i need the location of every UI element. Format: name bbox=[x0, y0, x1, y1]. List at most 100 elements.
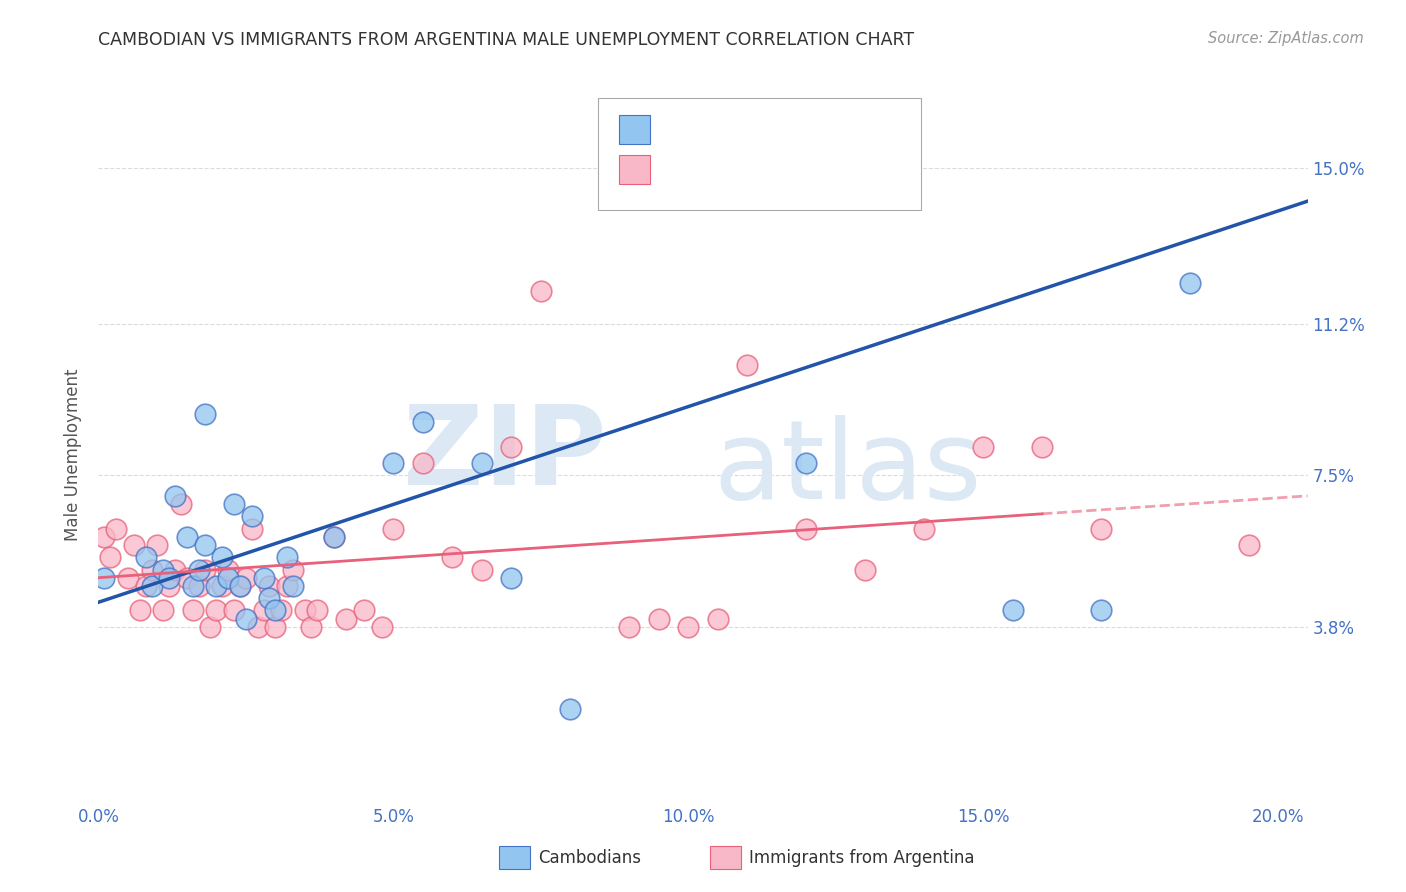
Point bbox=[141, 562, 163, 576]
Point bbox=[165, 489, 187, 503]
Text: CAMBODIAN VS IMMIGRANTS FROM ARGENTINA MALE UNEMPLOYMENT CORRELATION CHART: CAMBODIAN VS IMMIGRANTS FROM ARGENTINA M… bbox=[98, 31, 914, 49]
Point bbox=[181, 579, 204, 593]
Point bbox=[200, 620, 222, 634]
Point bbox=[222, 497, 245, 511]
Point bbox=[176, 571, 198, 585]
Point bbox=[1001, 603, 1024, 617]
Point bbox=[370, 620, 392, 634]
Text: Source: ZipAtlas.com: Source: ZipAtlas.com bbox=[1208, 31, 1364, 46]
Point bbox=[93, 571, 115, 585]
Point bbox=[157, 579, 180, 593]
Point bbox=[240, 509, 263, 524]
Text: R =: R = bbox=[664, 161, 700, 178]
Point bbox=[135, 579, 157, 593]
Point bbox=[853, 562, 876, 576]
Point bbox=[735, 358, 758, 372]
Point bbox=[264, 603, 287, 617]
Point bbox=[276, 579, 298, 593]
Point bbox=[794, 456, 817, 470]
Point bbox=[294, 603, 316, 617]
Point bbox=[235, 571, 257, 585]
Point bbox=[170, 497, 193, 511]
Point bbox=[117, 571, 139, 585]
Point bbox=[706, 612, 728, 626]
Point bbox=[152, 603, 174, 617]
Point bbox=[187, 562, 209, 576]
Point bbox=[560, 701, 582, 715]
Point bbox=[1237, 538, 1260, 552]
Point bbox=[259, 579, 281, 593]
Point bbox=[264, 620, 287, 634]
Point bbox=[648, 612, 671, 626]
Point bbox=[122, 538, 145, 552]
Point bbox=[222, 603, 245, 617]
Point bbox=[135, 550, 157, 565]
Point bbox=[252, 603, 274, 617]
Text: 0.077: 0.077 bbox=[710, 161, 762, 178]
Point bbox=[128, 603, 150, 617]
Point bbox=[176, 530, 198, 544]
Text: N =: N = bbox=[787, 161, 824, 178]
Point bbox=[1090, 522, 1112, 536]
Point bbox=[152, 562, 174, 576]
Text: Immigrants from Argentina: Immigrants from Argentina bbox=[749, 849, 974, 867]
Text: R =: R = bbox=[664, 120, 700, 138]
Point bbox=[98, 550, 121, 565]
Point bbox=[270, 603, 292, 617]
Point bbox=[105, 522, 128, 536]
Point bbox=[794, 522, 817, 536]
Point bbox=[382, 456, 405, 470]
Point bbox=[1031, 440, 1053, 454]
Point bbox=[240, 522, 263, 536]
Text: 57: 57 bbox=[823, 161, 845, 178]
Point bbox=[246, 620, 269, 634]
Point bbox=[194, 562, 217, 576]
Point bbox=[299, 620, 322, 634]
Point bbox=[323, 530, 346, 544]
Text: ZIP: ZIP bbox=[404, 401, 606, 508]
Point bbox=[382, 522, 405, 536]
Text: 33: 33 bbox=[823, 120, 846, 138]
Point bbox=[205, 603, 228, 617]
Point bbox=[217, 562, 239, 576]
Point bbox=[305, 603, 328, 617]
Point bbox=[146, 538, 169, 552]
Point bbox=[187, 579, 209, 593]
Point bbox=[229, 579, 252, 593]
Point bbox=[1178, 276, 1201, 290]
Point bbox=[912, 522, 935, 536]
Point bbox=[141, 579, 163, 593]
Point bbox=[323, 530, 346, 544]
Point bbox=[157, 571, 180, 585]
Point bbox=[441, 550, 464, 565]
Text: 0.574: 0.574 bbox=[710, 120, 762, 138]
Text: Cambodians: Cambodians bbox=[538, 849, 641, 867]
Point bbox=[217, 571, 239, 585]
Point bbox=[211, 579, 233, 593]
Point bbox=[412, 456, 434, 470]
Y-axis label: Male Unemployment: Male Unemployment bbox=[65, 368, 83, 541]
Point bbox=[235, 612, 257, 626]
Point bbox=[281, 579, 304, 593]
Point bbox=[619, 620, 641, 634]
Point bbox=[252, 571, 274, 585]
Point bbox=[259, 591, 281, 606]
Point bbox=[501, 440, 523, 454]
Point bbox=[501, 571, 523, 585]
Point bbox=[194, 407, 217, 421]
Point bbox=[972, 440, 994, 454]
Point bbox=[471, 562, 494, 576]
Point bbox=[412, 415, 434, 429]
Point bbox=[194, 538, 217, 552]
Point bbox=[530, 284, 553, 298]
Point bbox=[335, 612, 357, 626]
Point bbox=[211, 550, 233, 565]
Text: N =: N = bbox=[787, 120, 824, 138]
Point bbox=[205, 579, 228, 593]
Point bbox=[276, 550, 298, 565]
Point bbox=[1090, 603, 1112, 617]
Point bbox=[678, 620, 700, 634]
Point bbox=[93, 530, 115, 544]
Text: atlas: atlas bbox=[714, 416, 983, 523]
Point bbox=[229, 579, 252, 593]
